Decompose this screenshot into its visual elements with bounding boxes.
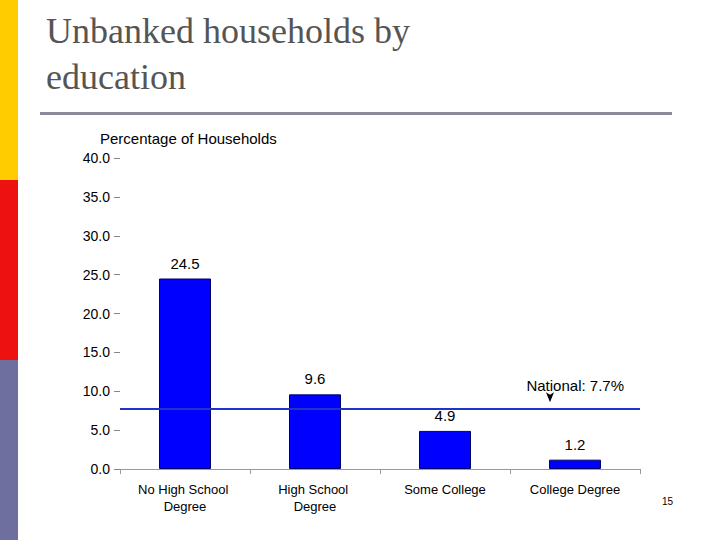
- svg-text:4.9: 4.9: [434, 406, 456, 424]
- svg-text:College Degree: College Degree: [530, 482, 620, 497]
- svg-text:Degree: Degree: [294, 499, 337, 514]
- html-text:15: 15: [662, 496, 674, 507]
- svg-text:No High School: No High School: [138, 482, 232, 497]
- svg-text:15.0: 15.0: [83, 344, 110, 360]
- svg-text:10.0: 10.0: [83, 383, 110, 399]
- svg-text:35.0: 35.0: [83, 189, 110, 205]
- svg-text:1.2: 1.2: [565, 436, 586, 453]
- svg-text:24.5: 24.5: [170, 255, 199, 272]
- svg-text:High School: High School: [278, 482, 352, 497]
- svg-text:25.0: 25.0: [83, 267, 110, 283]
- svg-text:5.0: 5.0: [91, 422, 111, 438]
- svg-text:National: 7.7%: National: 7.7%: [526, 377, 624, 394]
- svg-text:0.0: 0.0: [91, 461, 111, 477]
- svg-text:Some College: Some College: [404, 482, 486, 497]
- svg-text:Percentage of Households: Percentage of Households: [100, 130, 277, 147]
- svg-text:40.0: 40.0: [83, 150, 110, 166]
- svg-text:9.6: 9.6: [305, 370, 326, 387]
- svg-text:20.0: 20.0: [83, 306, 110, 322]
- svg-text:Degree: Degree: [164, 499, 207, 514]
- html-text:Unbanked households by educati: Unbanked households by education: [46, 11, 410, 97]
- svg-text:30.0: 30.0: [83, 228, 110, 244]
